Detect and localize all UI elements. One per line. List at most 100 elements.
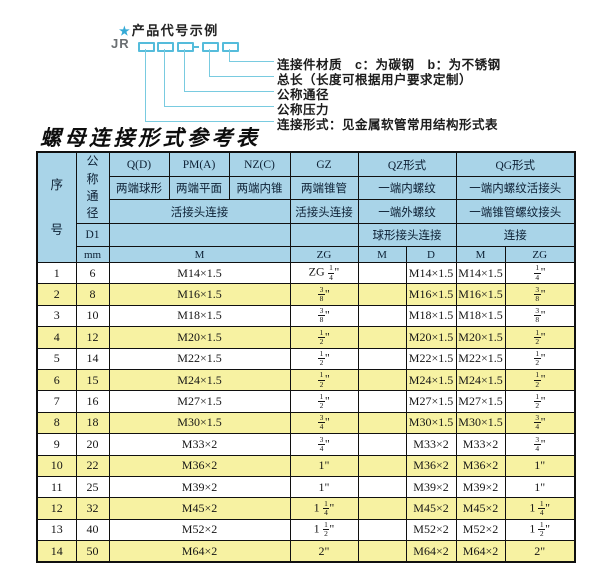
table-row: 6 15 M24×1.5 1 2 " M24×1.5 M24×1.5 1 2 " bbox=[36, 368, 576, 392]
cell-mm: 16 bbox=[75, 390, 110, 413]
cell-qz-m bbox=[357, 326, 407, 349]
cell-qg-zg: 3 4 " bbox=[504, 433, 576, 456]
cell-qg-m: M39×2 bbox=[455, 475, 506, 499]
cell-qg-zg: 1 2 " bbox=[504, 326, 576, 349]
cell-m: M16×1.5 bbox=[108, 283, 291, 306]
table-row: 12 32 M45×2 1 1 4 " M45×2 M45×2 1 1 4 " bbox=[36, 497, 576, 520]
header-pm-desc: 两端平面 bbox=[168, 176, 230, 200]
cell-m: M39×2 bbox=[108, 475, 291, 499]
code-box-4 bbox=[202, 42, 219, 52]
cell-qz-m bbox=[357, 304, 407, 328]
cell-qg-zg: 1 2 " bbox=[504, 390, 576, 413]
cell-mm: 12 bbox=[75, 326, 110, 349]
code-prefix: JR bbox=[111, 36, 130, 51]
header-pm: PM(A) bbox=[168, 151, 230, 177]
cell-qg-m: M14×1.5 bbox=[455, 261, 506, 285]
cell-serial: 5 bbox=[36, 347, 77, 370]
cell-qz-d: M14×1.5 bbox=[405, 261, 457, 285]
header-qz-desc: 一端内螺纹 bbox=[357, 176, 457, 200]
cell-qz-d: M36×2 bbox=[405, 454, 457, 477]
cell-qg-zg: 1 4 " bbox=[504, 261, 576, 285]
cell-m: M33×2 bbox=[108, 433, 291, 456]
code-box-5 bbox=[222, 42, 239, 52]
product-code-diagram: ★ 产品代号示例 JR 连接件材质 c：为碳钢 b：为不锈钢 总长（长度可根据用户… bbox=[0, 0, 600, 132]
cell-mm: 6 bbox=[75, 261, 110, 285]
callout-line-material bbox=[229, 49, 274, 62]
cell-qg-m: M24×1.5 bbox=[455, 368, 506, 392]
header-union-connection: 活接头连接 bbox=[108, 199, 291, 224]
cell-serial: 8 bbox=[36, 411, 77, 435]
table-row: 10 22 M36×2 1" M36×2 M36×2 1" bbox=[36, 454, 576, 477]
header-nz: NZ(C) bbox=[228, 151, 291, 177]
cell-qz-m bbox=[357, 390, 407, 413]
cell-gz: 1 1 2 " bbox=[289, 518, 359, 542]
diagram-heading: ★ 产品代号示例 bbox=[119, 20, 219, 39]
callout-line-connection bbox=[145, 49, 274, 122]
cell-m: M36×2 bbox=[108, 454, 291, 477]
cell-m: M52×2 bbox=[108, 518, 291, 542]
cell-qz-m bbox=[357, 454, 407, 477]
table-row: 1 6 M14×1.5 ZG 1 4 " M14×1.5 M14×1.5 1 4 " bbox=[36, 261, 576, 285]
page-title: 螺母连接形式参考表 bbox=[40, 126, 261, 150]
cell-qz-m bbox=[357, 347, 407, 370]
header-m: M bbox=[108, 246, 291, 263]
cell-qz-d: M18×1.5 bbox=[405, 304, 457, 328]
cell-serial: 7 bbox=[36, 390, 77, 413]
cell-mm: 8 bbox=[75, 283, 110, 306]
header-qz-desc3: 球形接头连接 bbox=[357, 223, 457, 247]
cell-qg-m: M64×2 bbox=[455, 540, 506, 563]
cell-serial: 12 bbox=[36, 497, 77, 520]
cell-qg-m: M27×1.5 bbox=[455, 390, 506, 413]
cell-qg-m: M30×1.5 bbox=[455, 411, 506, 435]
cell-qg-zg: 2" bbox=[504, 540, 576, 563]
cell-mm: 50 bbox=[75, 540, 110, 563]
code-box-1 bbox=[138, 42, 155, 52]
cell-qz-d: M39×2 bbox=[405, 475, 457, 499]
cell-qz-m bbox=[357, 497, 407, 520]
cell-qg-m: M45×2 bbox=[455, 497, 506, 520]
label-connection: 连接形式：见金属软管常用结构形式表 bbox=[277, 118, 499, 132]
header-nz-desc: 两端内锥 bbox=[228, 176, 291, 200]
cell-m: M27×1.5 bbox=[108, 390, 291, 413]
cell-serial: 2 bbox=[36, 283, 77, 306]
table-body: 1 6 M14×1.5 ZG 1 4 " M14×1.5 M14×1.5 1 4 " 2 8 M16×1.… bbox=[36, 261, 576, 563]
cell-qz-m bbox=[357, 283, 407, 306]
cell-qz-d: M30×1.5 bbox=[405, 411, 457, 435]
cell-gz: 1 2 " bbox=[289, 326, 359, 349]
cell-mm: 15 bbox=[75, 368, 110, 392]
header-qz-desc2: 一端外螺纹 bbox=[357, 199, 457, 224]
cell-qz-d: M27×1.5 bbox=[405, 390, 457, 413]
header-qg-form: QG形式 bbox=[455, 151, 576, 177]
cell-qz-m bbox=[357, 368, 407, 392]
callout-line-pressure bbox=[164, 49, 274, 107]
header-d1: D1 bbox=[75, 223, 110, 247]
cell-serial: 13 bbox=[36, 518, 77, 542]
cell-qg-zg: 1 1 2 " bbox=[504, 518, 576, 542]
table-row: 8 18 M30×1.5 3 4 " M30×1.5 M30×1.5 3 4 " bbox=[36, 411, 576, 435]
header-gz: GZ bbox=[289, 151, 359, 177]
cell-mm: 25 bbox=[75, 475, 110, 499]
cell-m: M64×2 bbox=[108, 540, 291, 563]
code-dash bbox=[193, 46, 199, 48]
table-header: 序号 公称通径 Q(D) PM(A) NZ(C) GZ QZ形式 QG形式 两端… bbox=[36, 151, 576, 263]
cell-mm: 14 bbox=[75, 347, 110, 370]
cell-qz-m bbox=[357, 475, 407, 499]
table-row: 7 16 M27×1.5 1 2 " M27×1.5 M27×1.5 1 2 " bbox=[36, 390, 576, 413]
cell-qg-zg: 1 1 4 " bbox=[504, 497, 576, 520]
cell-gz: 2" bbox=[289, 540, 359, 563]
cell-serial: 14 bbox=[36, 540, 77, 563]
cell-serial: 1 bbox=[36, 261, 77, 285]
cell-qg-zg: 1" bbox=[504, 454, 576, 477]
